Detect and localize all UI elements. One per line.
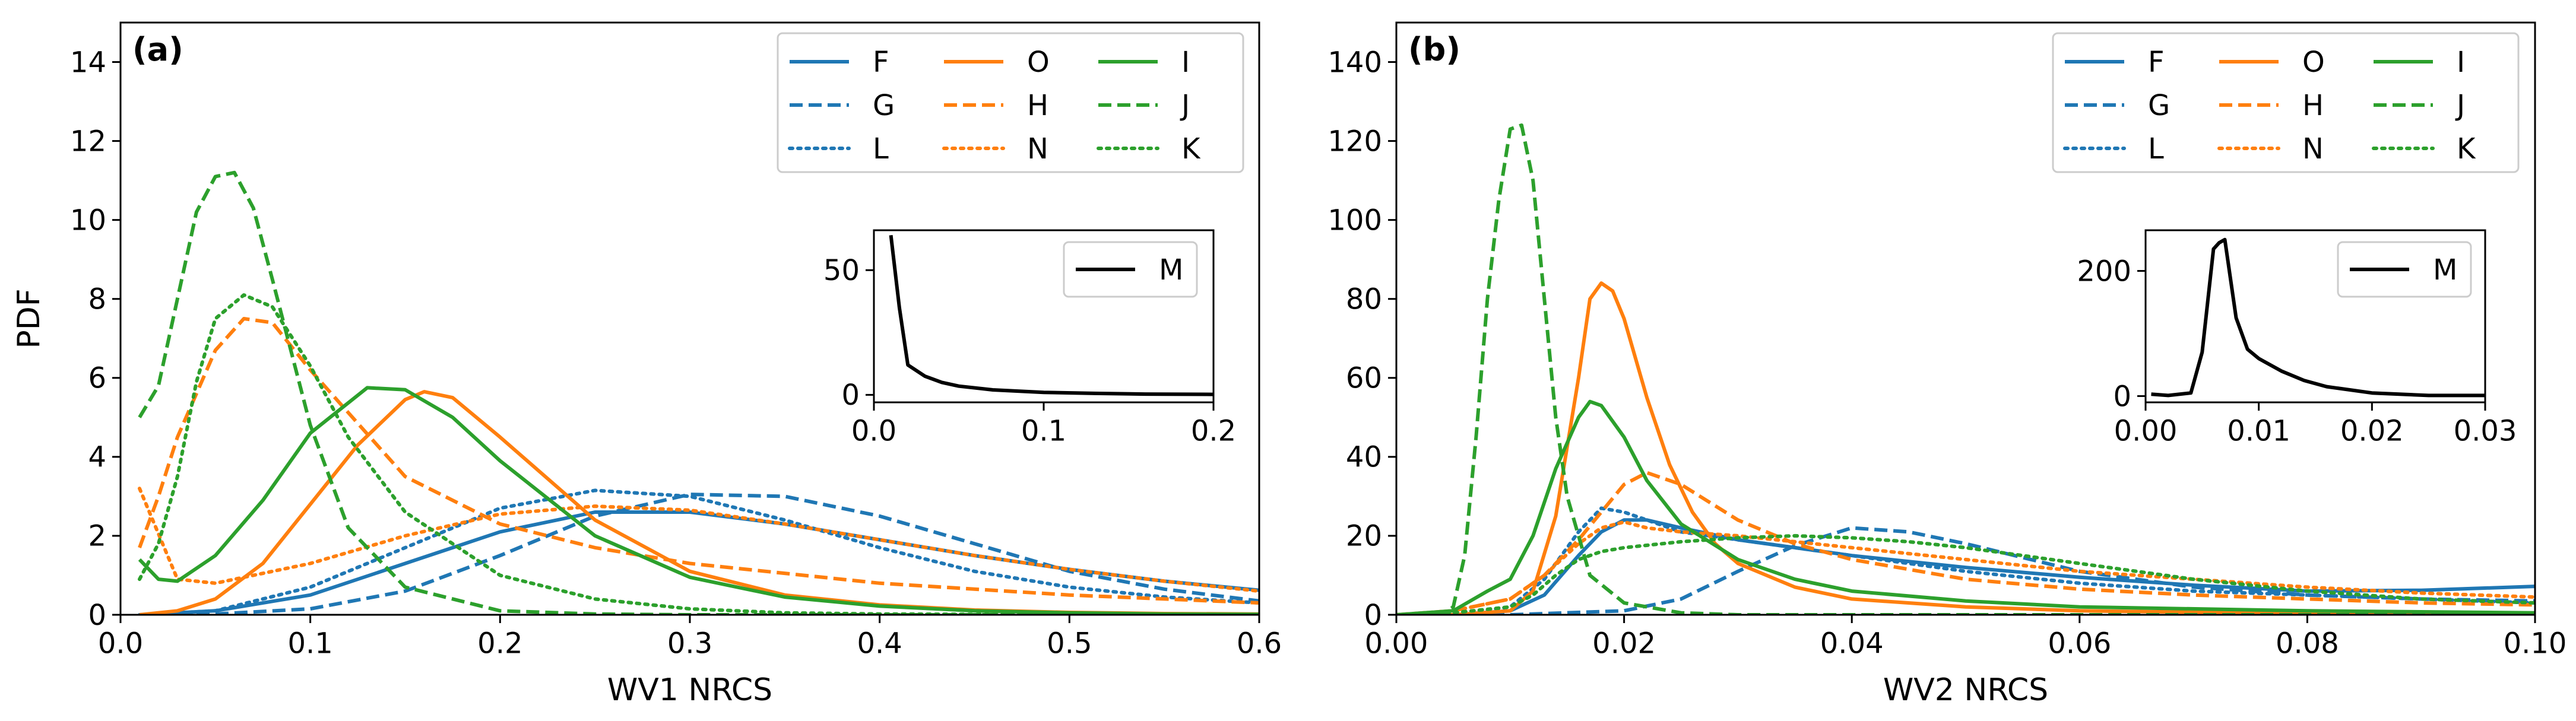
x-tick-label: 0.6	[1237, 627, 1282, 660]
panel-label: (a)	[132, 31, 183, 68]
x-tick-label: 0.00	[1365, 627, 1428, 660]
plot-frame	[1395, 21, 2536, 616]
x-tick-label: 0.5	[1047, 627, 1092, 660]
legend-label-G: G	[873, 89, 895, 122]
x-axis-label: WV2 NRCS	[1883, 672, 2048, 708]
series-line-I	[1396, 399, 2535, 615]
legend-label-F: F	[873, 46, 889, 79]
series-line-J	[138, 170, 1259, 615]
legend-label-O: O	[1027, 46, 1050, 79]
series-group	[138, 170, 1259, 615]
series-line-F	[1396, 518, 2535, 615]
y-tick-label: 140	[1327, 46, 1382, 79]
inset-y-tick-label: 0	[2113, 380, 2131, 413]
inset-chart: 0.0 0.1 0.2 0 50 M	[823, 229, 1236, 447]
legend-label-L: L	[873, 132, 889, 166]
x-tick-label: 0.0	[98, 627, 143, 660]
x-tick-label: 0.04	[1820, 627, 1884, 660]
series-group	[1396, 123, 2535, 615]
series-line-N	[138, 487, 1259, 593]
inset-x-tick-label: 0.0	[851, 414, 896, 447]
y-tick-label: 0	[1364, 599, 1382, 632]
legend-label-J: J	[2455, 89, 2465, 122]
y-axis-label: PDF	[11, 288, 47, 348]
series-line-K	[1396, 533, 2535, 615]
inset-y-tick-label: 200	[2077, 255, 2131, 288]
x-tick-label: 0.10	[2504, 627, 2567, 660]
chart-panel-b: 0.00 0.02 0.04 0.06 0.08 0.10 0 20 40 60 80 100 120 1…	[1327, 21, 2567, 708]
legend: FGL OHN IJK	[777, 32, 1244, 173]
y-tick-label: 60	[1346, 362, 1382, 395]
y-tick-label: 6	[88, 362, 106, 395]
legend-label-J: J	[1180, 89, 1190, 122]
legend-box	[777, 32, 1244, 173]
inset-series-group	[2151, 237, 2485, 398]
series-line-J	[1396, 123, 2535, 615]
legend: FGL OHN IJK	[2052, 32, 2520, 173]
inset-legend-label-M: M	[2433, 253, 2457, 287]
panel-label: (b)	[1408, 31, 1460, 68]
x-tick-label: 0.06	[2048, 627, 2111, 660]
y-tick-label: 80	[1346, 283, 1382, 316]
series-line-O	[1396, 281, 2535, 615]
legend-label-H: H	[1027, 89, 1048, 122]
inset-y-tick-label: 50	[823, 254, 860, 287]
inset-x-tick-label: 0.01	[2227, 414, 2290, 447]
y-tick-label: 12	[70, 125, 106, 158]
inset-x-tick-label: 0.2	[1191, 414, 1236, 447]
x-tick-label: 0.4	[857, 627, 902, 660]
x-tick-label: 0.08	[2276, 627, 2339, 660]
x-tick-label: 0.3	[667, 627, 712, 660]
legend-label-H: H	[2302, 89, 2324, 122]
legend-label-K: K	[1181, 132, 1201, 166]
x-tick-label: 0.2	[477, 627, 522, 660]
legend-label-O: O	[2302, 46, 2325, 79]
y-tick-label: 100	[1327, 204, 1382, 237]
y-tick-label: 2	[88, 520, 106, 553]
y-tick-label: 10	[70, 204, 106, 237]
x-tick-label: 0.1	[287, 627, 332, 660]
inset-legend-label-M: M	[1159, 253, 1183, 287]
inset-frame	[2144, 229, 2486, 404]
series-line-G	[1396, 526, 2535, 615]
legend-label-K: K	[2457, 132, 2476, 166]
inset-series-group	[889, 235, 1213, 396]
inset-y-tick-label: 0	[841, 379, 860, 412]
legend-label-N: N	[1027, 132, 1048, 166]
inset-x-tick-label: 0.1	[1021, 414, 1066, 447]
series-line-K	[138, 293, 1259, 615]
series-line-G	[139, 493, 1259, 615]
y-tick-label: 40	[1346, 441, 1382, 474]
y-tick-label: 120	[1327, 125, 1382, 158]
chart-panel-a: 0.0 0.1 0.2 0.3 0.4 0.5 0.6 0 2 4 6 8 10 12 14 WV1 NRCS…	[11, 21, 1282, 708]
legend-box	[2052, 32, 2520, 173]
inset-x-tick-label: 0.00	[2114, 414, 2178, 447]
y-tick-label: 0	[88, 599, 106, 632]
legend-label-I: I	[1181, 46, 1190, 79]
inset-chart: 0.00 0.01 0.02 0.03 0 200 M	[2077, 229, 2517, 447]
series-line-H	[1396, 471, 2535, 615]
series-line-M	[889, 235, 1213, 396]
legend-label-I: I	[2457, 46, 2465, 79]
y-tick-label: 20	[1346, 520, 1382, 553]
inset-x-tick-label: 0.03	[2454, 414, 2517, 447]
legend-label-G: G	[2148, 89, 2170, 122]
y-tick-label: 4	[88, 441, 106, 474]
legend-label-L: L	[2148, 132, 2164, 166]
series-line-I	[138, 386, 1259, 615]
y-tick-label: 8	[88, 283, 106, 316]
y-tick-label: 14	[70, 46, 106, 79]
inset-x-tick-label: 0.02	[2340, 414, 2404, 447]
legend-label-F: F	[2148, 46, 2165, 79]
series-line-L	[138, 488, 1259, 615]
x-tick-label: 0.02	[1592, 627, 1656, 660]
legend-label-N: N	[2302, 132, 2324, 166]
series-line-M	[2151, 237, 2485, 398]
x-axis-label: WV1 NRCS	[607, 672, 772, 708]
